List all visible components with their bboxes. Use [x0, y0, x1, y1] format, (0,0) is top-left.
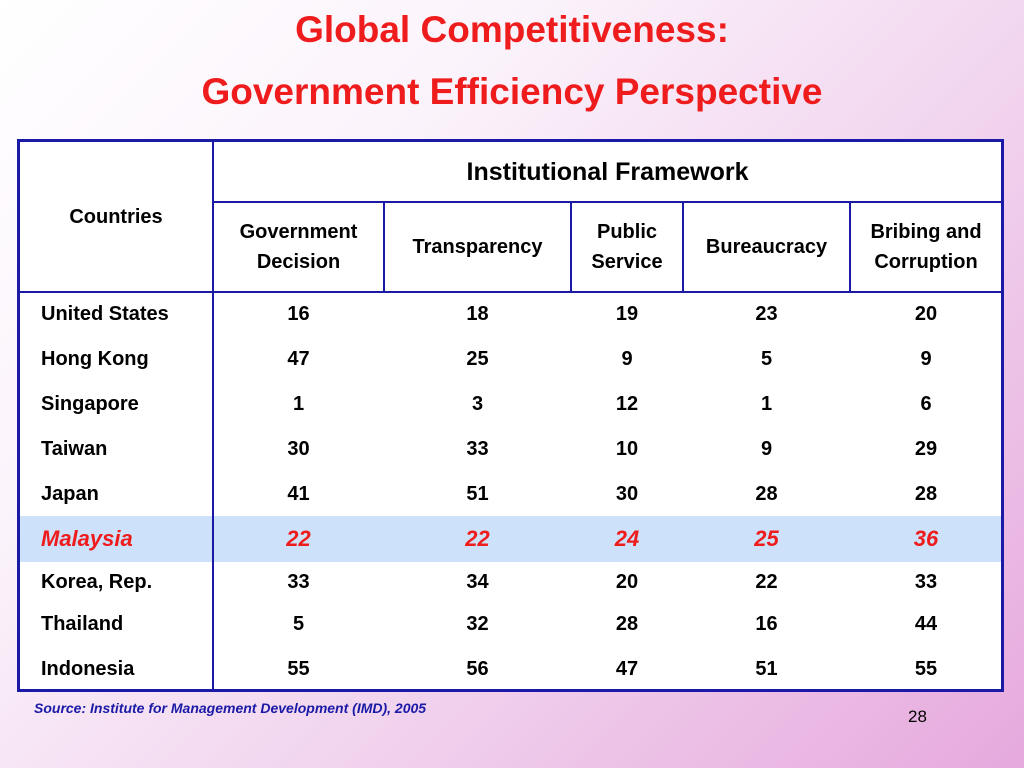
value-cell-government-decision: 33: [287, 570, 310, 593]
highlight-row-band: [20, 516, 1001, 562]
value-cell-public-service: 12: [615, 392, 639, 415]
value-cell-bribing-corruption: 6: [920, 392, 932, 415]
value-cell-government-decision: 55: [287, 657, 310, 680]
value-cell-government-decision: 5: [292, 612, 305, 635]
value-cell-bureaucracy: 25: [754, 526, 779, 551]
value-cell-public-service: 19: [615, 302, 639, 325]
value-cell-transparency: 32: [466, 612, 489, 635]
divider-country-column: [212, 142, 214, 689]
country-cell: Malaysia: [41, 526, 133, 551]
country-cell: Thailand: [41, 612, 124, 635]
value-cell-transparency: 33: [466, 437, 489, 460]
country-cell: Indonesia: [41, 657, 135, 680]
column-header-bureaucracy: Bureaucracy: [705, 236, 828, 258]
value-cell-bribing-corruption: 33: [914, 570, 938, 593]
value-cell-government-decision: 41: [287, 482, 310, 505]
value-cell-government-decision: 47: [287, 347, 310, 370]
value-cell-bureaucracy: 1: [760, 392, 773, 415]
value-cell-public-service: 47: [615, 657, 639, 680]
divider-group-header: [214, 201, 1001, 203]
column-header-government-decision: Government Decision: [239, 221, 358, 273]
value-cell-bribing-corruption: 20: [914, 302, 938, 325]
country-cell: United States: [41, 302, 169, 325]
value-cell-bureaucracy: 5: [760, 347, 773, 370]
value-cell-government-decision: 16: [287, 302, 310, 325]
value-cell-public-service: 10: [615, 437, 639, 460]
value-cell-bureaucracy: 28: [755, 482, 778, 505]
competitiveness-table: Countries Institutional Framework Govern…: [17, 139, 1004, 692]
value-cell-transparency: 56: [466, 657, 489, 680]
value-cell-transparency: 51: [466, 482, 489, 505]
value-cell-transparency: 18: [466, 302, 489, 325]
divider-col-3: [682, 203, 684, 293]
country-cell: Korea, Rep.: [41, 570, 153, 593]
value-cell-government-decision: 30: [287, 437, 310, 460]
slide-title-line1: Global Competitiveness:: [295, 9, 729, 50]
divider-col-4: [849, 203, 851, 293]
column-header-public-service: Public Service: [591, 221, 663, 273]
value-cell-bureaucracy: 16: [755, 612, 778, 635]
value-cell-bribing-corruption: 36: [913, 526, 939, 551]
value-cell-transparency: 34: [466, 570, 489, 593]
value-cell-public-service: 9: [621, 347, 633, 370]
value-cell-public-service: 20: [615, 570, 639, 593]
slide-title-line2: Government Efficiency Perspective: [201, 71, 823, 112]
column-header-transparency: Transparency: [412, 236, 543, 258]
value-cell-public-service: 28: [615, 612, 639, 635]
value-cell-transparency: 25: [466, 347, 489, 370]
column-header-bribing-corruption: Bribing and Corruption: [870, 221, 982, 273]
value-cell-bribing-corruption: 44: [914, 612, 938, 635]
value-cell-transparency: 22: [465, 526, 490, 551]
source-note: Source: Institute for Management Develop…: [34, 700, 427, 716]
value-cell-bureaucracy: 51: [755, 657, 778, 680]
value-cell-transparency: 3: [471, 392, 484, 415]
value-cell-bureaucracy: 9: [760, 437, 773, 460]
countries-header: Countries: [69, 205, 163, 228]
page-number: 28: [908, 707, 927, 726]
divider-header-body: [20, 291, 1001, 293]
value-cell-bribing-corruption: 55: [914, 657, 938, 680]
value-cell-government-decision: 1: [292, 392, 305, 415]
value-cell-bribing-corruption: 9: [920, 347, 932, 370]
value-cell-bribing-corruption: 28: [914, 482, 938, 505]
value-cell-public-service: 24: [614, 526, 640, 551]
country-cell: Singapore: [41, 392, 139, 415]
value-cell-government-decision: 22: [286, 526, 311, 551]
divider-col-1: [383, 203, 385, 293]
value-cell-bribing-corruption: 29: [914, 437, 938, 460]
value-cell-public-service: 30: [615, 482, 639, 505]
value-cell-bureaucracy: 23: [755, 302, 778, 325]
country-cell: Taiwan: [41, 437, 108, 460]
divider-col-2: [570, 203, 572, 293]
country-cell: Japan: [41, 482, 99, 505]
country-cell: Hong Kong: [41, 347, 149, 370]
value-cell-bureaucracy: 22: [755, 570, 778, 593]
institutional-framework-header: Institutional Framework: [466, 157, 749, 186]
